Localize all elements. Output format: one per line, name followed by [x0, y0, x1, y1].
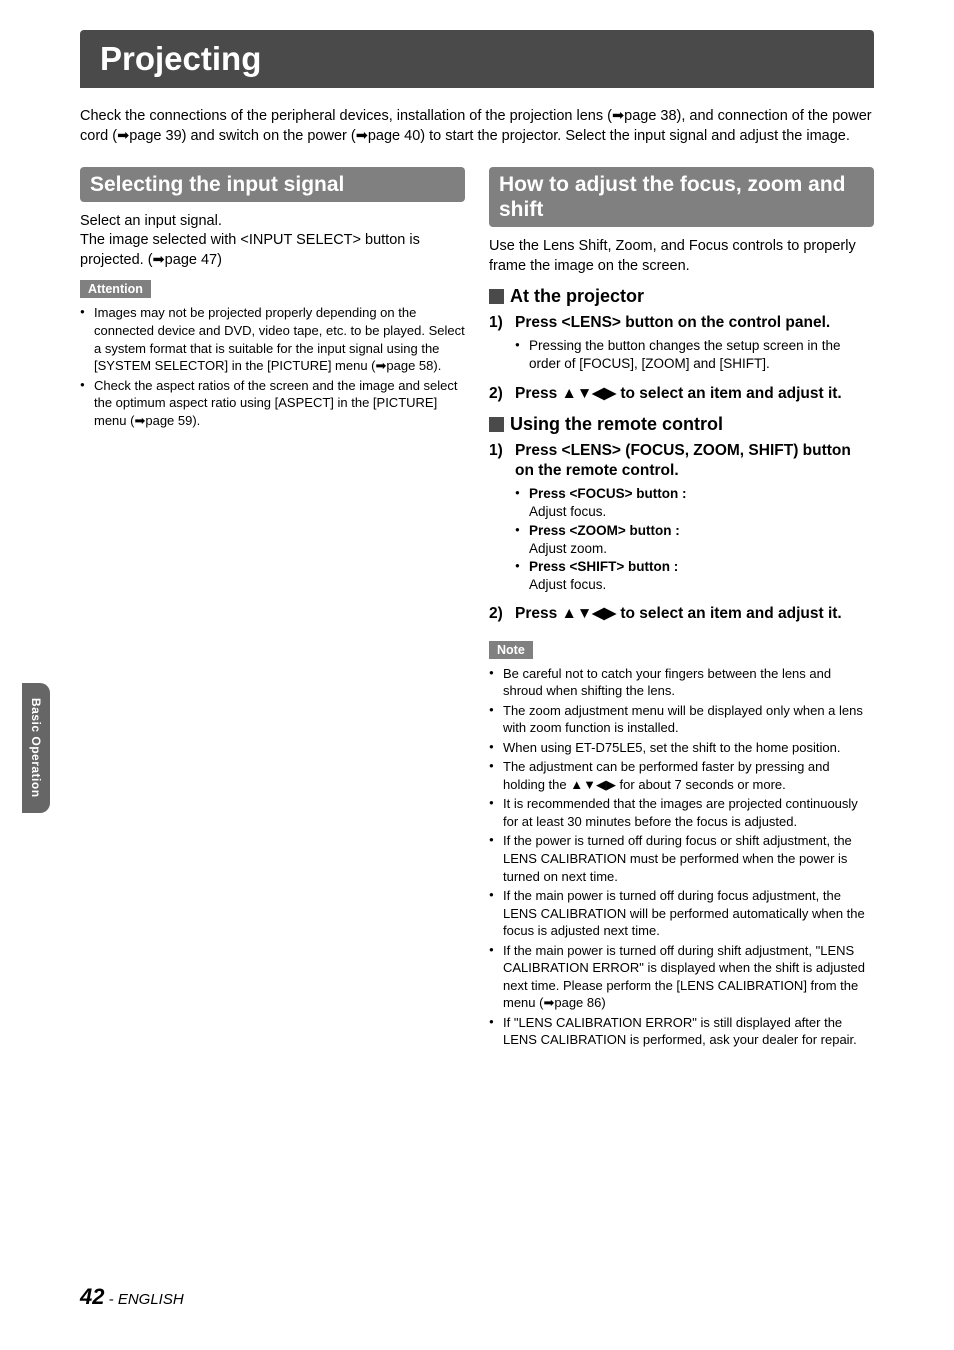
note-list: Be careful not to catch your fingers bet… [489, 665, 874, 1049]
list-item: The adjustment can be performed faster b… [489, 758, 874, 793]
step-sub-list: Pressing the button changes the setup sc… [515, 337, 874, 373]
step-text: Press <LENS> button on the control panel… [515, 313, 874, 333]
step-number: 1) [489, 313, 515, 333]
list-item: If the power is turned off during focus … [489, 832, 874, 885]
list-item: Images may not be projected properly dep… [80, 304, 465, 374]
attention-label: Attention [80, 280, 151, 298]
list-item: The zoom adjustment menu will be display… [489, 702, 874, 737]
page-footer: 42 - ENGLISH [80, 1284, 184, 1310]
list-item: It is recommended that the images are pr… [489, 795, 874, 830]
text: At the projector [510, 286, 644, 307]
list-item: Press <ZOOM> button : Adjust zoom. [515, 522, 874, 558]
note-label: Note [489, 641, 533, 659]
text: Using the remote control [510, 414, 723, 435]
list-item: Press <SHIFT> button : Adjust focus. [515, 558, 874, 594]
rc-sub-list: Press <FOCUS> button : Adjust focus. Pres… [515, 485, 874, 594]
list-item: If the main power is turned off during f… [489, 887, 874, 940]
footer-dash: - [109, 1291, 118, 1308]
text: Press <SHIFT> button : [529, 559, 678, 574]
list-item: When using ET-D75LE5, set the shift to t… [489, 739, 874, 757]
right-column: How to adjust the focus, zoom and shift … [489, 167, 874, 1051]
text: Press <ZOOM> button : [529, 523, 680, 538]
rc-step-2: 2) Press ▲▼◀▶ to select an item and adju… [489, 604, 874, 624]
left-column: Selecting the input signal Select an inp… [80, 167, 465, 1051]
text: Press <FOCUS> button : [529, 486, 687, 501]
section-header-focus: How to adjust the focus, zoom and shift [489, 167, 874, 227]
text: The image selected with <INPUT SELECT> b… [80, 232, 420, 268]
attention-list: Images may not be projected properly dep… [80, 304, 465, 429]
section-header-input: Selecting the input signal [80, 167, 465, 202]
step-text: Press ▲▼◀▶ to select an item and adjust … [515, 384, 874, 404]
page-title: Projecting [80, 30, 874, 88]
page-lang: ENGLISH [118, 1291, 184, 1308]
page-content: Projecting Check the connections of the … [0, 0, 954, 1081]
list-item: If the main power is turned off during s… [489, 942, 874, 1012]
subheading-projector: At the projector [489, 286, 874, 307]
intro-text: Check the connections of the peripheral … [80, 106, 874, 147]
step-text: Press ▲▼◀▶ to select an item and adjust … [515, 604, 874, 624]
list-item: If "LENS CALIBRATION ERROR" is still dis… [489, 1014, 874, 1049]
text: Adjust focus. [529, 577, 606, 592]
body-text: Select an input signal. The image select… [80, 212, 465, 271]
text: Select an input signal. [80, 213, 222, 229]
body-text: Use the Lens Shift, Zoom, and Focus cont… [489, 237, 874, 276]
two-column-layout: Selecting the input signal Select an inp… [80, 167, 874, 1051]
list-item: Check the aspect ratios of the screen an… [80, 377, 465, 430]
subheading-remote: Using the remote control [489, 414, 874, 435]
text: Adjust zoom. [529, 541, 607, 556]
text: Adjust focus. [529, 504, 606, 519]
step-1: 1) Press <LENS> button on the control pa… [489, 313, 874, 333]
step-text: Press <LENS> (FOCUS, ZOOM, SHIFT) button… [515, 441, 874, 481]
rc-step-1: 1) Press <LENS> (FOCUS, ZOOM, SHIFT) but… [489, 441, 874, 481]
step-number: 1) [489, 441, 515, 481]
list-item: Be careful not to catch your fingers bet… [489, 665, 874, 700]
step-number: 2) [489, 384, 515, 404]
list-item: Press <FOCUS> button : Adjust focus. [515, 485, 874, 521]
page-number: 42 [80, 1284, 104, 1309]
list-item: Pressing the button changes the setup sc… [515, 337, 874, 373]
step-2: 2) Press ▲▼◀▶ to select an item and adju… [489, 384, 874, 404]
step-number: 2) [489, 604, 515, 624]
